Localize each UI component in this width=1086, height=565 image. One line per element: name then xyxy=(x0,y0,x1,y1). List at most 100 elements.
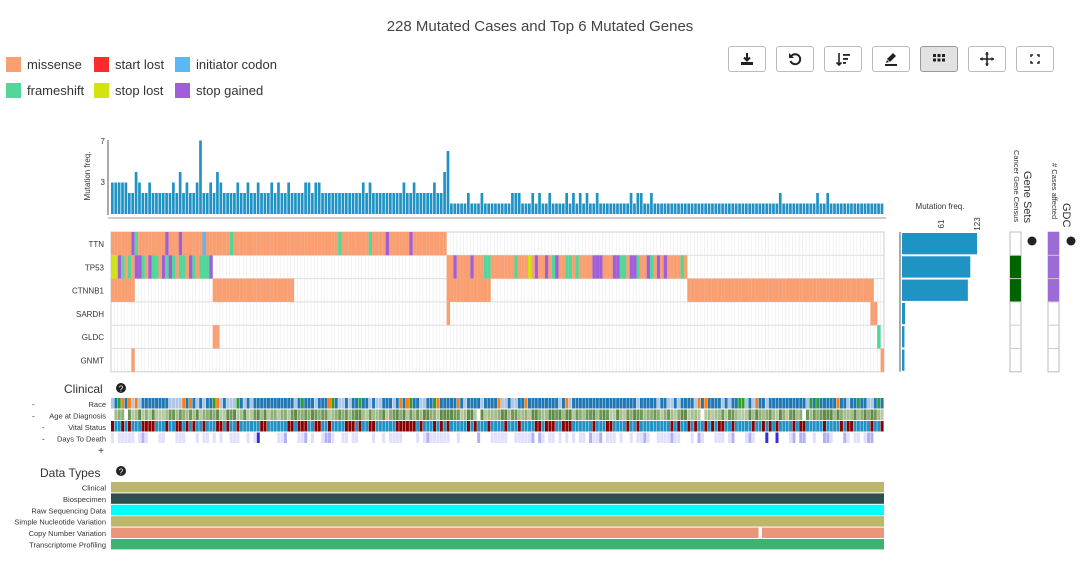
mutation-cell xyxy=(544,255,549,279)
vital-status-cell xyxy=(405,421,409,432)
race-cell xyxy=(114,398,118,409)
age-cell xyxy=(843,409,847,420)
vital-status-cell xyxy=(290,421,294,432)
top-hist-bar xyxy=(724,203,728,214)
race-cell xyxy=(700,398,704,409)
race-cell xyxy=(158,398,162,409)
top-hist-bar xyxy=(846,203,850,214)
race-cell xyxy=(185,398,189,409)
mutation-cell xyxy=(416,232,420,256)
top-hist-bar xyxy=(382,193,385,214)
grid-toggle-button[interactable] xyxy=(920,46,958,72)
mutation-cell xyxy=(185,232,189,256)
top-hist-bar xyxy=(863,203,867,214)
mutation-cell xyxy=(114,255,118,279)
age-cell xyxy=(700,409,704,420)
race-cell xyxy=(487,398,491,409)
days-to-death-cell xyxy=(429,432,433,443)
race-cell xyxy=(151,398,155,409)
color-button[interactable] xyxy=(872,46,910,72)
days-to-death-cell xyxy=(565,432,569,443)
age-cell xyxy=(745,409,748,420)
vital-status-cell xyxy=(724,421,728,432)
race-cell xyxy=(283,398,287,409)
mutation-cell xyxy=(395,232,400,256)
mutation-cell xyxy=(436,232,440,256)
age-cell xyxy=(656,409,660,420)
mutation-cell xyxy=(806,278,810,302)
vital-status-cell xyxy=(544,421,548,432)
race-cell xyxy=(490,398,494,409)
age-cell xyxy=(294,409,298,420)
mutation-cell xyxy=(260,232,264,256)
days-to-death-cell xyxy=(734,432,738,443)
mutation-cell xyxy=(622,255,627,279)
race-cell xyxy=(263,398,267,409)
days-to-death-cell xyxy=(175,432,179,443)
age-cell xyxy=(317,409,321,420)
race-cell xyxy=(734,398,738,409)
crosshair-button[interactable] xyxy=(968,46,1006,72)
sort-button[interactable] xyxy=(824,46,862,72)
top-hist-bar xyxy=(165,193,168,214)
days-to-death-cell xyxy=(212,432,216,443)
age-cell xyxy=(148,409,152,420)
vital-status-cell xyxy=(148,421,152,432)
race-cell xyxy=(433,398,437,409)
gene-sets-help-icon[interactable] xyxy=(1027,236,1037,246)
fullscreen-button[interactable] xyxy=(1016,46,1054,72)
days-to-death-cell xyxy=(192,432,196,443)
vital-status-cell xyxy=(826,421,830,432)
vital-status-cell xyxy=(809,421,813,432)
age-cell xyxy=(707,409,711,420)
mutation-cell xyxy=(263,232,267,256)
mutation-cell xyxy=(477,255,481,279)
race-cell xyxy=(561,398,565,409)
race-cell xyxy=(782,398,786,409)
side-hist-bar xyxy=(902,256,971,278)
mutation-cell xyxy=(222,232,227,256)
vital-status-cell xyxy=(616,421,620,432)
age-cell xyxy=(212,409,216,420)
days-to-death-cell xyxy=(534,432,538,443)
age-cell xyxy=(270,409,274,420)
top-hist-bar xyxy=(480,193,484,214)
age-cell xyxy=(653,409,657,420)
top-hist-bar xyxy=(605,203,609,214)
vital-status-cell xyxy=(158,421,162,432)
mutation-cell xyxy=(748,278,752,302)
vital-status-cell xyxy=(216,421,220,432)
reload-button[interactable] xyxy=(776,46,814,72)
top-hist-bar xyxy=(253,193,257,214)
legend-swatch xyxy=(94,83,109,98)
days-to-death-cell xyxy=(209,432,213,443)
days-to-death-cell xyxy=(860,432,864,443)
days-to-death-cell xyxy=(311,432,315,443)
data-types-help-icon[interactable] xyxy=(116,466,126,476)
vital-status-cell xyxy=(300,421,304,432)
race-cell xyxy=(294,398,298,409)
top-hist-bar xyxy=(111,182,114,214)
age-cell xyxy=(612,409,616,420)
top-hist-bar xyxy=(633,203,636,214)
top-hist-bar xyxy=(758,203,762,214)
top-hist-bar xyxy=(789,203,792,214)
clinical-help-icon[interactable] xyxy=(116,383,126,393)
days-to-death-cell xyxy=(809,432,813,443)
age-cell xyxy=(551,409,555,420)
mutation-cell xyxy=(229,278,234,302)
gdc-help-icon[interactable] xyxy=(1066,236,1076,246)
download-button[interactable] xyxy=(728,46,766,72)
mutation-cell xyxy=(165,255,169,279)
mutation-cell xyxy=(446,278,451,302)
top-hist-bar xyxy=(250,193,253,214)
mutation-cell xyxy=(822,278,827,302)
race-cell xyxy=(338,398,342,409)
race-cell xyxy=(402,398,406,409)
age-cell xyxy=(172,409,176,420)
mutation-cell xyxy=(141,255,145,279)
top-hist-bar xyxy=(416,193,419,214)
days-to-death-cell xyxy=(877,432,881,443)
race-cell xyxy=(253,398,257,409)
top-hist-bar xyxy=(202,193,206,214)
